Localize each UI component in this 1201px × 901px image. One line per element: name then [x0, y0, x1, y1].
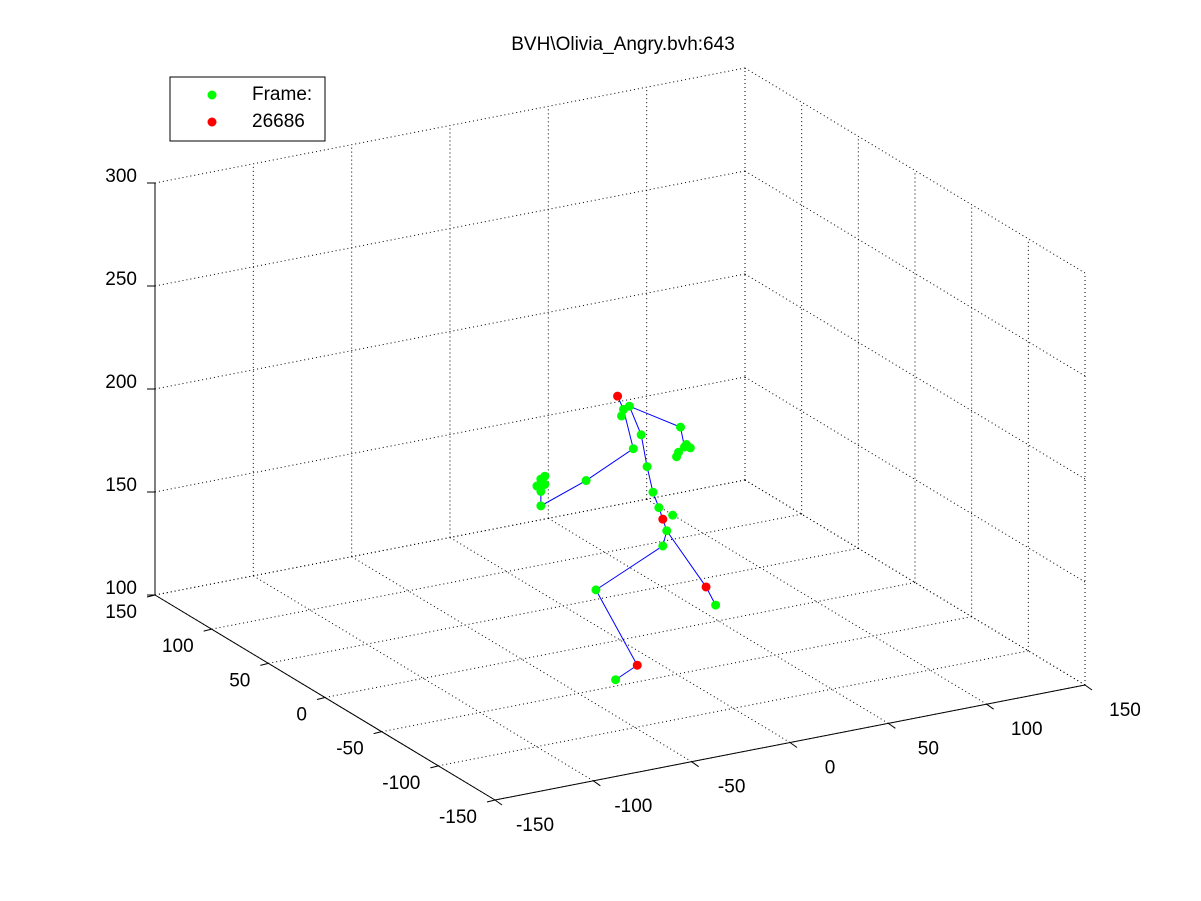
grid-line [324, 582, 916, 698]
z-tick-label: 250 [105, 269, 137, 290]
x-tick-label: 150 [1109, 700, 1141, 721]
x-tick [888, 722, 896, 729]
point [636, 430, 646, 440]
point [676, 422, 685, 432]
point [632, 660, 642, 670]
point [642, 462, 652, 472]
point [540, 479, 550, 489]
z-tick-label: 100 [105, 578, 137, 599]
point [540, 471, 550, 481]
point [617, 411, 626, 421]
y-tick-label: 150 [105, 602, 137, 623]
point [658, 514, 668, 524]
x-tick-label: 100 [1011, 719, 1043, 740]
point [658, 541, 668, 551]
point [611, 675, 621, 685]
z-tick-label: 150 [105, 475, 137, 496]
grid-line [154, 67, 746, 184]
y-tick [146, 594, 156, 598]
point [536, 501, 546, 511]
x-tick-label: -50 [718, 777, 745, 798]
grid-line [268, 547, 859, 664]
grid-line [154, 170, 746, 287]
y-tick-label: 50 [229, 670, 250, 691]
chart-title: BVH\Olivia_Angry.bvh:643 [511, 34, 735, 55]
y-tick [373, 731, 382, 735]
point [648, 487, 658, 497]
grid-line [154, 273, 746, 390]
point [701, 582, 711, 592]
point [624, 401, 634, 411]
point [628, 444, 638, 454]
legend-box [169, 76, 326, 142]
point [662, 526, 672, 536]
x-tick-label: -100 [614, 796, 652, 817]
point [591, 585, 601, 595]
x-tick [593, 780, 601, 787]
point [668, 510, 678, 520]
y-tick-label: -100 [382, 773, 420, 794]
grid-line [154, 376, 746, 493]
y-tick [486, 799, 496, 803]
y-tick-label: -150 [439, 807, 477, 828]
y-tick [430, 765, 439, 769]
point [654, 503, 664, 513]
point [681, 440, 691, 450]
x-tick-label: 0 [825, 758, 836, 779]
point [581, 476, 591, 486]
z-tick-label: 300 [105, 166, 137, 187]
y-tick-label: 0 [296, 705, 307, 726]
legend-label: 26686 [252, 111, 305, 132]
grid-line [154, 479, 746, 596]
legend-marker [207, 117, 217, 127]
x-tick-label: 50 [918, 738, 939, 759]
x-tick [691, 761, 699, 768]
skeleton-line [595, 545, 664, 681]
x-tick [1084, 684, 1093, 691]
legend-marker [207, 90, 217, 100]
x-tick [494, 799, 503, 806]
point [536, 486, 546, 496]
grid-line [381, 616, 972, 733]
x-tick-label: -150 [516, 815, 554, 836]
y-tick [260, 662, 269, 666]
z-tick-label: 200 [105, 372, 137, 393]
point [711, 600, 721, 610]
x-tick [986, 703, 994, 710]
grid-line [438, 650, 1029, 767]
y-tick-label: 100 [162, 636, 194, 657]
y-tick [316, 697, 326, 700]
legend-label: Frame: [252, 84, 312, 105]
y-tick-label: -50 [336, 739, 363, 760]
grid-line [211, 513, 802, 630]
point [613, 391, 623, 401]
x-tick [789, 742, 798, 748]
y-tick [203, 628, 212, 632]
point [672, 452, 682, 462]
